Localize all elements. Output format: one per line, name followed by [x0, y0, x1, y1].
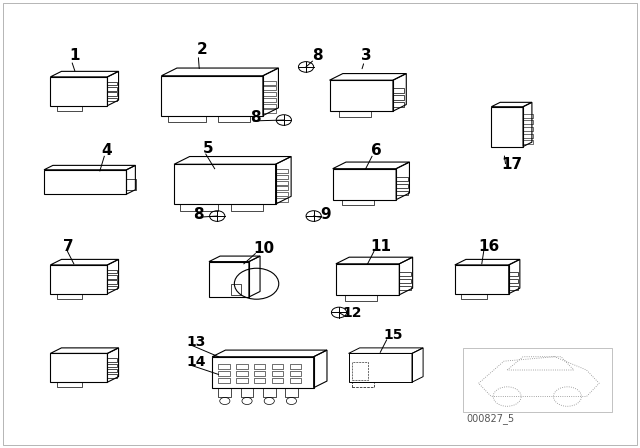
Bar — [352, 362, 367, 380]
Bar — [509, 279, 518, 283]
Bar — [263, 92, 276, 96]
Bar — [399, 286, 411, 290]
Bar — [523, 114, 532, 118]
Bar — [108, 87, 117, 90]
Bar — [342, 200, 374, 206]
Text: 6: 6 — [371, 143, 381, 159]
Bar — [393, 88, 404, 93]
Bar — [393, 95, 404, 99]
Bar — [236, 364, 248, 369]
Bar — [352, 382, 374, 388]
Bar — [218, 378, 230, 383]
Bar — [276, 175, 288, 179]
Bar — [263, 103, 276, 108]
Text: 16: 16 — [479, 238, 500, 254]
Bar — [108, 369, 117, 372]
Text: 1: 1 — [69, 48, 80, 63]
Bar — [272, 371, 284, 376]
Bar — [289, 378, 301, 383]
Bar — [339, 111, 371, 117]
Bar — [236, 378, 248, 383]
Bar — [168, 116, 206, 122]
Bar — [231, 284, 241, 295]
Bar — [231, 204, 263, 211]
Bar — [218, 116, 250, 122]
Bar — [276, 192, 288, 196]
Bar — [108, 270, 117, 273]
Bar — [180, 204, 218, 211]
Bar — [108, 286, 117, 289]
Text: 8: 8 — [193, 207, 204, 222]
Bar — [236, 371, 248, 376]
Text: 2: 2 — [196, 42, 207, 56]
Text: 5: 5 — [203, 141, 213, 156]
Bar — [509, 286, 518, 290]
Bar — [254, 364, 266, 369]
Bar — [396, 184, 408, 188]
Bar — [263, 98, 276, 102]
Bar — [509, 271, 518, 276]
Text: 7: 7 — [63, 238, 74, 254]
Bar — [108, 358, 117, 362]
Bar — [108, 364, 117, 367]
Text: 4: 4 — [101, 143, 112, 159]
Text: 13: 13 — [187, 335, 206, 349]
Bar — [108, 275, 117, 279]
Bar — [346, 295, 377, 301]
Bar — [108, 82, 117, 85]
Bar — [263, 81, 276, 85]
Text: 15: 15 — [383, 328, 403, 342]
Bar — [263, 388, 276, 396]
Bar — [276, 186, 288, 190]
Bar — [272, 378, 284, 383]
Bar — [393, 102, 404, 107]
Text: 17: 17 — [501, 157, 522, 172]
Bar — [218, 388, 231, 396]
Bar — [289, 364, 301, 369]
Text: 8: 8 — [250, 110, 261, 125]
Bar — [218, 364, 230, 369]
Bar — [285, 388, 298, 396]
Bar — [523, 134, 532, 138]
Bar — [463, 348, 612, 412]
Bar — [276, 198, 288, 202]
Bar — [127, 179, 136, 190]
Bar — [218, 371, 230, 376]
Bar — [263, 109, 276, 113]
Text: 12: 12 — [342, 306, 362, 320]
Bar — [108, 98, 117, 101]
Bar — [241, 388, 253, 396]
Bar — [396, 177, 408, 181]
Bar — [272, 364, 284, 369]
Bar — [396, 191, 408, 195]
Bar — [399, 272, 411, 276]
Bar — [276, 169, 288, 173]
Bar — [108, 280, 117, 284]
Bar — [523, 127, 532, 131]
Bar — [399, 279, 411, 283]
Bar — [57, 382, 82, 388]
Text: 14: 14 — [187, 354, 206, 369]
Text: 3: 3 — [361, 48, 372, 63]
Bar — [263, 86, 276, 90]
Bar — [57, 106, 82, 111]
Bar — [276, 181, 288, 185]
Bar — [108, 374, 117, 378]
Bar — [254, 378, 266, 383]
Text: 9: 9 — [320, 207, 331, 222]
Text: 8: 8 — [312, 48, 323, 63]
Text: 000827_5: 000827_5 — [466, 413, 514, 424]
Bar — [254, 371, 266, 376]
Text: 11: 11 — [371, 238, 392, 254]
Bar — [289, 371, 301, 376]
Bar — [57, 294, 82, 299]
Text: 10: 10 — [253, 241, 275, 256]
Bar — [108, 92, 117, 96]
Bar — [461, 294, 486, 299]
Bar — [523, 121, 532, 125]
Bar — [523, 140, 532, 144]
